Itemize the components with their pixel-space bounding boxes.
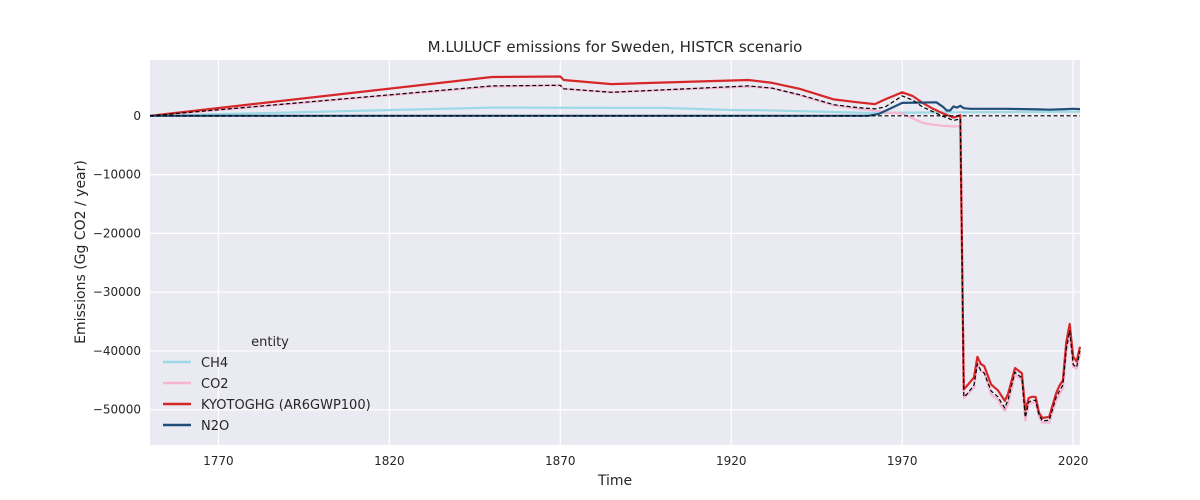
legend-entry: N2O [201,419,229,434]
legend-entry: CO2 [201,377,229,392]
y-tick-label: −30000 [93,285,141,299]
series-line-kyotoghg-ar6gwp100 [149,75,1082,420]
legend-entry: CH4 [201,356,228,371]
y-tick-label: −20000 [93,226,141,240]
x-tick-label: 1970 [887,454,918,468]
legend: entity CH4 CO2 KYOTOGHG (AR6GWP100) N2O [163,335,371,434]
series-layer [149,75,1082,424]
x-tick-label: 1820 [374,454,405,468]
x-axis-label: Time [597,473,632,489]
x-tick-label: 1770 [203,454,234,468]
y-tick-label: −50000 [93,403,141,417]
y-tick-label: −40000 [93,344,141,358]
y-axis-label: Emissions (Gg CO2 / year) [73,160,89,344]
y-tick-label: −10000 [93,168,141,182]
x-tick-label: 1920 [716,454,747,468]
legend-entry: KYOTOGHG (AR6GWP100) [201,398,371,413]
x-tick-label: 1870 [545,454,576,468]
x-tick-labels: 1770 1820 1870 1920 1970 2020 [203,454,1088,468]
x-tick-label: 2020 [1058,454,1089,468]
series-line-n2o [150,101,1081,117]
y-tick-labels: 0 −10000 −20000 −30000 −40000 −50000 [93,109,141,417]
plot-background [150,60,1080,445]
legend-title: entity [251,335,289,350]
series-line-dashed [149,84,1081,422]
chart-title: M.LULUCF emissions for Sweden, HISTCR sc… [428,38,803,56]
y-tick-label: 0 [133,109,141,123]
